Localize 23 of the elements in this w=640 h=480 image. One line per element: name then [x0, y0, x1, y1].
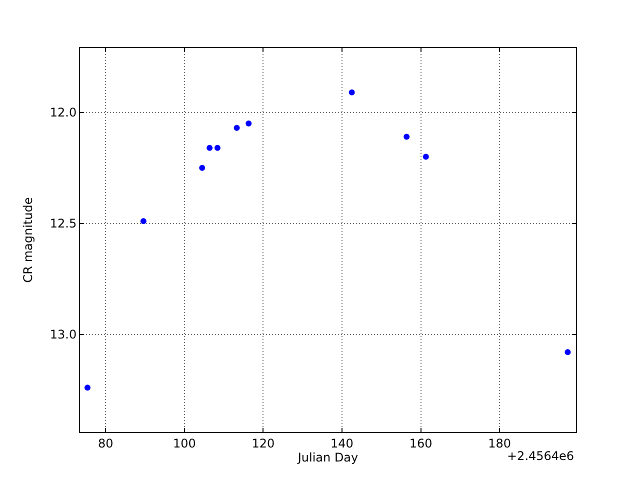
y-tick-label: 12.0 [50, 106, 77, 120]
point [214, 144, 220, 151]
point [199, 164, 206, 171]
point [404, 134, 410, 140]
point [140, 218, 146, 224]
point [348, 89, 355, 96]
x-tick-label: 120 [252, 436, 275, 450]
y-tick-label: 12.5 [50, 216, 77, 231]
text: +2.4564e6 [507, 449, 574, 463]
y-tick-label: 13.0 [50, 328, 77, 342]
point [564, 349, 571, 356]
x-axis-title: Julian Day [296, 450, 358, 464]
x-tick-label: 100 [172, 436, 196, 450]
x-tick-label: 80 [98, 436, 114, 450]
point [234, 124, 240, 131]
point [206, 144, 213, 151]
x-tick-label: 180 [488, 436, 512, 450]
x-tick-label: 140 [330, 436, 354, 450]
x-tick-label: 160 [409, 436, 432, 450]
point [246, 120, 252, 126]
y-axis-title: CR magnitude [21, 197, 36, 283]
point [84, 384, 90, 391]
point [422, 154, 429, 160]
